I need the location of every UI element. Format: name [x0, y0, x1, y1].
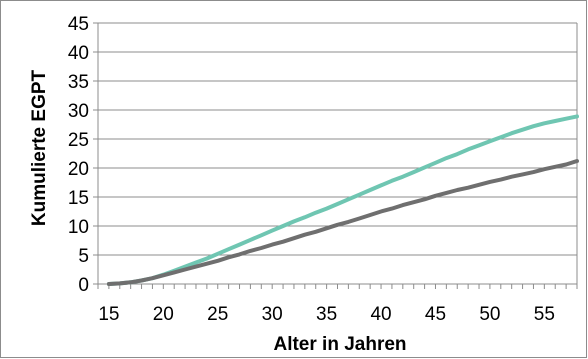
- x-tick-label: 50: [479, 304, 500, 325]
- x-tick-label: 15: [98, 304, 119, 325]
- x-tick-label: 25: [207, 304, 228, 325]
- label-layer: Alter in Jahren Kumulierte EGPT 0 5 10 15 20…: [29, 14, 555, 355]
- y-tick-label: 10: [68, 217, 89, 238]
- x-tick-label: 20: [153, 304, 174, 325]
- y-tick-label: 35: [68, 72, 89, 93]
- series-layer: [106, 114, 579, 286]
- x-tick-label: 40: [370, 304, 391, 325]
- x-tick-label: 45: [425, 304, 446, 325]
- y-tick-label: 25: [68, 130, 89, 151]
- y-tick-label: 15: [68, 188, 89, 209]
- x-tick-label: 55: [534, 304, 555, 325]
- y-tick-label: 45: [68, 14, 89, 35]
- axis-layer: [93, 22, 578, 289]
- y-tick-label: 20: [68, 159, 89, 180]
- series-line-1: [106, 114, 579, 286]
- x-axis-title: Alter in Jahren: [273, 334, 406, 355]
- y-tick-label: 40: [68, 43, 89, 64]
- y-tick-label: 5: [78, 246, 89, 267]
- x-tick-label: 30: [262, 304, 283, 325]
- y-tick-label: 30: [68, 101, 89, 122]
- y-axis-title: Kumulierte EGPT: [29, 69, 50, 226]
- y-tick-label: 0: [78, 275, 89, 296]
- grid-layer: [98, 22, 577, 256]
- x-tick-label: 35: [316, 304, 337, 325]
- series-line-2: [106, 159, 579, 286]
